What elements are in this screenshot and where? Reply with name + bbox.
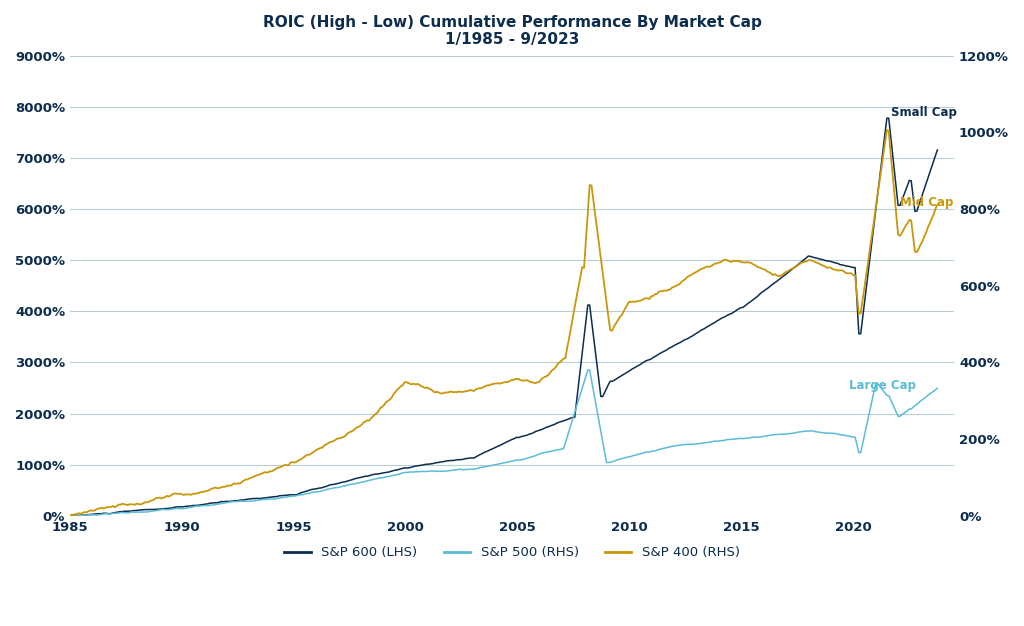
- Text: Mid Cap: Mid Cap: [900, 196, 953, 209]
- Text: Small Cap: Small Cap: [892, 106, 957, 120]
- Legend: S&P 600 (LHS), S&P 500 (RHS), S&P 400 (RHS): S&P 600 (LHS), S&P 500 (RHS), S&P 400 (R…: [279, 541, 745, 565]
- Title: ROIC (High - Low) Cumulative Performance By Market Cap
1/1985 - 9/2023: ROIC (High - Low) Cumulative Performance…: [262, 15, 762, 48]
- Text: Large Cap: Large Cap: [849, 379, 915, 392]
